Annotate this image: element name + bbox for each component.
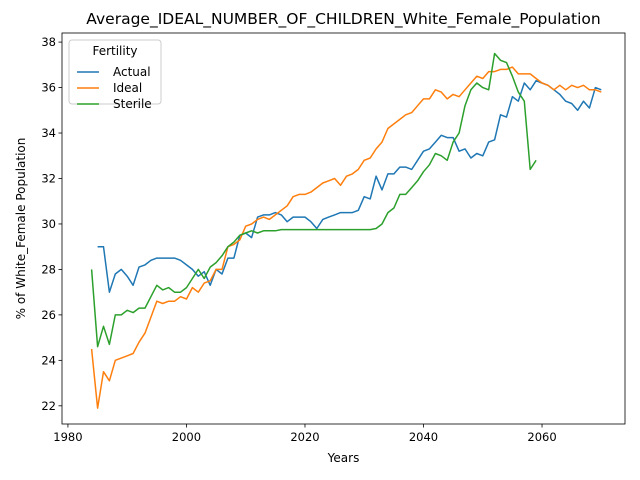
legend-label-sterile: Sterile xyxy=(113,97,152,111)
x-axis-label: Years xyxy=(327,451,360,465)
chart-title: Average_IDEAL_NUMBER_OF_CHILDREN_White_F… xyxy=(86,10,600,29)
x-tick-label: 2020 xyxy=(290,430,319,444)
x-tick-label: 2040 xyxy=(409,430,438,444)
series-line-sterile xyxy=(90,52,537,348)
y-tick-label: 38 xyxy=(41,35,56,49)
y-tick-label: 36 xyxy=(41,81,56,95)
legend-title: Fertility xyxy=(92,44,137,58)
x-tick-label: 2000 xyxy=(172,430,201,444)
y-axis: 22 24 26 28 30 32 34 36 38 xyxy=(41,35,62,413)
y-tick-label: 22 xyxy=(41,399,56,413)
x-axis: 1980 2000 2020 2040 2060 xyxy=(53,424,557,444)
y-tick-label: 24 xyxy=(41,353,56,367)
legend-label-actual: Actual xyxy=(113,65,151,79)
x-tick-label: 1980 xyxy=(53,430,82,444)
y-axis-label: % of White_Female Population xyxy=(14,138,28,320)
y-tick-label: 34 xyxy=(41,126,56,140)
y-tick-label: 26 xyxy=(41,308,56,322)
plot-frame xyxy=(61,32,626,425)
plot-area xyxy=(61,32,626,425)
x-tick-label: 2060 xyxy=(527,430,556,444)
legend-label-ideal: Ideal xyxy=(113,81,142,95)
y-tick-label: 30 xyxy=(41,217,56,231)
series-line-ideal xyxy=(90,66,602,409)
legend: Fertility Actual Ideal Sterile xyxy=(68,39,162,111)
y-tick-label: 32 xyxy=(41,171,56,185)
series-line-actual xyxy=(97,79,602,293)
y-tick-label: 28 xyxy=(41,262,56,276)
